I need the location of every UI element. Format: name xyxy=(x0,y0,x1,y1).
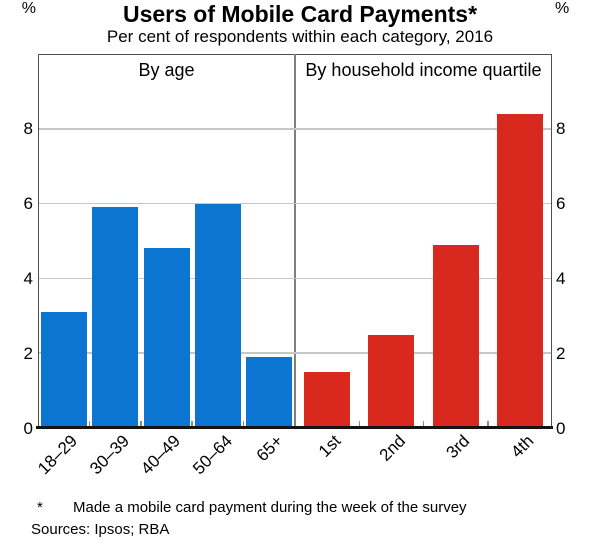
y-tick-label-left-2: 2 xyxy=(23,343,33,363)
chart-title: Users of Mobile Card Payments* xyxy=(122,1,478,27)
y-tick-label-left-6: 6 xyxy=(23,194,33,214)
bar-65+ xyxy=(246,356,293,428)
category-tick xyxy=(358,421,360,427)
x-axis-baseline xyxy=(36,426,553,429)
gridline-2 xyxy=(39,352,551,354)
category-tick xyxy=(88,421,91,427)
bar-18–29 xyxy=(40,312,87,428)
x-label-50–64: 50–64 xyxy=(188,431,236,479)
panel-divider xyxy=(294,54,296,428)
y-tick-label-right-2: 2 xyxy=(556,343,566,363)
x-label-4th: 4th xyxy=(507,431,538,462)
x-label-2nd: 2nd xyxy=(375,431,410,465)
x-label-40–49: 40–49 xyxy=(137,431,185,479)
category-tick xyxy=(140,421,142,427)
category-tick xyxy=(191,421,193,427)
bar-3rd xyxy=(432,244,479,428)
bar-2nd xyxy=(368,334,415,428)
footnote-text: Made a mobile card payment during the we… xyxy=(73,499,467,516)
sources-text: Sources: Ipsos; RBA xyxy=(31,521,170,538)
chart-subtitle: Per cent of respondents within each cate… xyxy=(106,27,494,46)
bar-30–39 xyxy=(92,207,139,428)
y-tick-label-right-6: 6 xyxy=(556,194,566,214)
x-label-18–29: 18–29 xyxy=(34,431,82,479)
category-tick xyxy=(422,421,425,427)
y-axis-unit-left: % xyxy=(21,0,36,17)
gridline-6 xyxy=(39,202,551,205)
x-label-65+: 65+ xyxy=(253,431,288,466)
bar-50–64 xyxy=(194,203,241,428)
y-tick-label-right-8: 8 xyxy=(556,119,566,139)
y-tick-label-right-4: 4 xyxy=(556,268,566,288)
bar-1st xyxy=(304,371,351,428)
x-label-3rd: 3rd xyxy=(442,431,474,463)
y-tick-label-left-4: 4 xyxy=(23,268,33,288)
gridline-8 xyxy=(39,128,551,130)
category-tick xyxy=(242,421,245,427)
bar-40–49 xyxy=(143,248,190,428)
gridline-4 xyxy=(39,277,551,280)
footnote-marker: * xyxy=(37,499,43,516)
bar-4th xyxy=(496,113,543,428)
category-tick xyxy=(487,421,489,427)
y-tick-label-right-0: 0 xyxy=(556,418,566,438)
panel-label-by-income-quartile: By household income quartile xyxy=(305,60,542,80)
y-tick-label-left-0: 0 xyxy=(23,418,33,438)
y-tick-label-left-8: 8 xyxy=(23,119,33,139)
x-label-30–39: 30–39 xyxy=(85,431,133,479)
panel-label-by-age: By age xyxy=(138,60,195,80)
x-label-1st: 1st xyxy=(315,431,345,461)
y-axis-unit-right: % xyxy=(555,0,570,17)
